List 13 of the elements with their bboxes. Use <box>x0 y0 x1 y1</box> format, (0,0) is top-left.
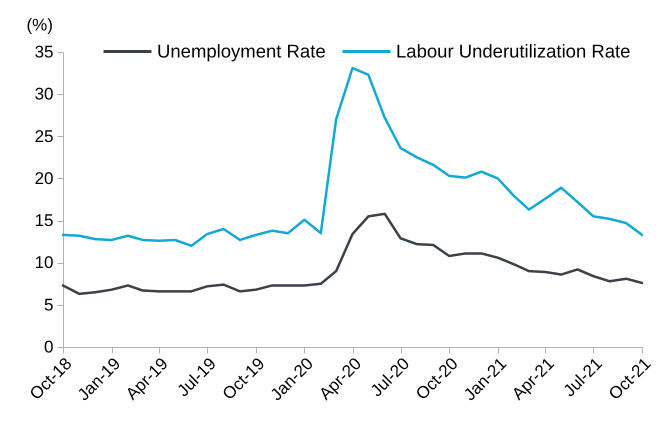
y-axis-title: (%) <box>26 16 53 34</box>
y-tick-label: 25 <box>34 126 54 146</box>
line-series <box>62 66 644 248</box>
y-tick-label: 20 <box>34 168 54 188</box>
y-tick-label: 5 <box>44 295 54 314</box>
y-tick-label: 35 <box>34 42 54 62</box>
y-tick-label: 10 <box>34 253 54 272</box>
legend-label: Unemployment Rate <box>157 40 326 62</box>
y-tick-label: 30 <box>34 84 54 104</box>
y-tick-label: 15 <box>34 211 54 230</box>
legend-label: Labour Underutilization Rate <box>396 40 630 62</box>
line-series <box>62 212 644 296</box>
y-tick-label: 0 <box>44 338 54 356</box>
